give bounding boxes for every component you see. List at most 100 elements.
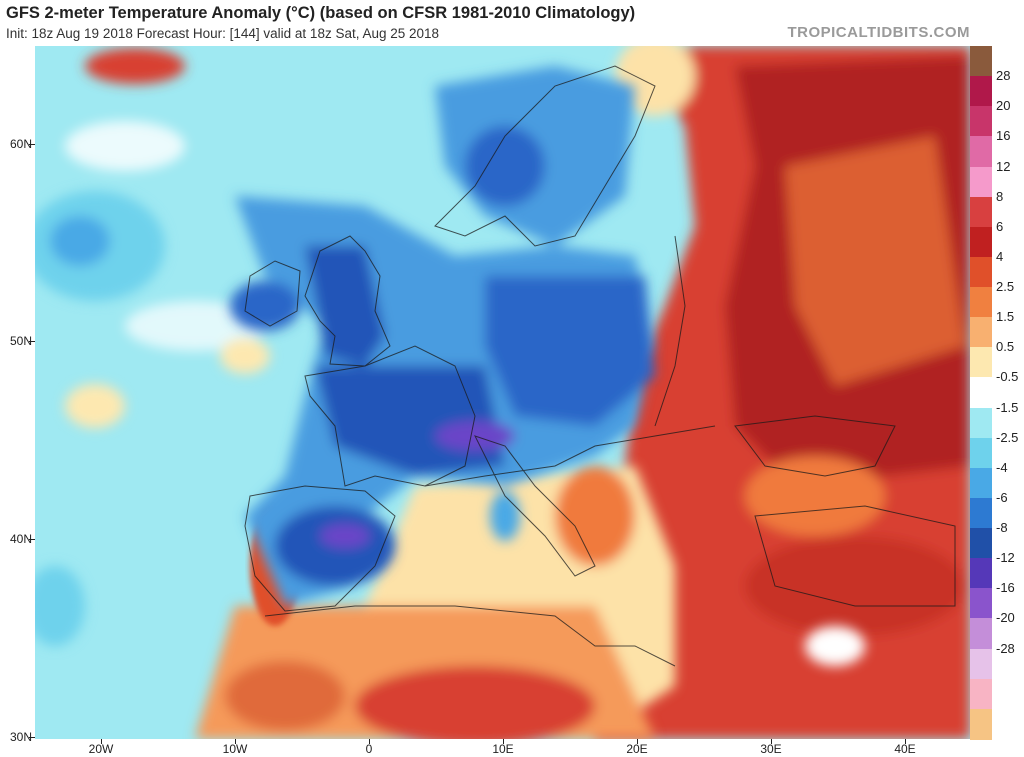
scandinavia-outline [434,65,656,247]
colorbar-label: -6 [996,489,1008,505]
sardinia-cool [490,491,520,541]
colorbar-segment [970,166,992,198]
ireland-outline [244,260,301,327]
colorbar-segment [970,588,992,620]
colorbar-label: 20 [996,98,1011,114]
colorbar-label: 8 [996,188,1004,204]
colorbar-segment [970,106,992,137]
lon-tick [101,739,102,744]
great-britain-outline [304,235,391,367]
colorbar-segment [970,347,992,379]
lon-label-40e: 40E [894,742,916,756]
colorbar-label: 6 [996,218,1004,234]
colorbar-segment [970,708,992,740]
lon-tick [503,739,504,744]
colorbar-segment [970,46,992,77]
colorbar-label: -1.5 [996,399,1019,415]
lat-tick [29,341,35,342]
colorbar-segment [970,528,992,559]
spain-cool-deep [320,524,370,548]
colorbar-label: 1.5 [996,309,1015,325]
colorbar-segment [970,136,992,168]
colorbar-label: 0.5 [996,339,1015,355]
scandinavia-mild [615,46,695,116]
iceland-warm [85,48,185,84]
colorbar-segment [970,76,992,107]
colorbar-label: 16 [996,128,1011,144]
country-borders [244,65,956,667]
colorbar-label: -28 [996,640,1015,656]
colorbar-segment [970,256,992,288]
map-title: GFS 2-meter Temperature Anomaly (°C) (ba… [6,4,636,22]
lon-tick [369,739,370,744]
colorbar-label: 2.5 [996,279,1015,295]
lon-label-30e: 30E [760,742,782,756]
colorbar-label: 12 [996,158,1011,174]
colorbar-label: -4 [996,459,1008,475]
lat-tick [29,539,35,540]
lon-label-20w: 20W [88,742,114,756]
lon-label-10w: 10W [222,742,248,756]
colorbar-segment [970,648,992,680]
atlantic-neutral [125,301,265,351]
lon-label-20e: 20E [626,742,648,756]
colorbar [970,46,992,740]
lon-tick [235,739,236,744]
colorbar-label: 28 [996,68,1011,84]
lon-tick [771,739,772,744]
colorbar-label: 4 [996,248,1004,264]
eastern-border [654,235,686,427]
black-sea-outline [734,415,896,477]
lat-label-30n: 30N [9,730,32,744]
brand-watermark: TROPICALTIDBITS.COM [787,24,970,41]
colorbar-label: -0.5 [996,369,1019,385]
colorbar-segment [970,407,992,439]
map-subtitle: Init: 18z Aug 19 2018 Forecast Hour: [14… [6,26,440,41]
colorbar-segment [970,377,992,409]
colorbar-label: -16 [996,580,1015,596]
iberia-outline [244,485,396,612]
colorbar-segment [970,287,992,318]
italy-outline [474,435,596,577]
colorbar-label: -8 [996,520,1008,536]
atlantic-warm-spot-2 [65,384,125,428]
southern-europe-borders [424,425,716,487]
britain-cool-core [305,246,385,366]
lon-tick [905,739,906,744]
header: GFS 2-meter Temperature Anomaly (°C) (ba… [0,0,1024,46]
colorbar-segment [970,437,992,469]
morocco-warm [225,661,345,731]
colorbar-segment [970,196,992,228]
france-outline [304,345,476,487]
colorbar-label: -12 [996,550,1015,566]
black-sea-warm [745,456,885,536]
atlantic-warm-spot [220,338,270,374]
anomaly-map [35,46,970,739]
turkey-outline [754,505,956,607]
azores-cool [35,566,85,646]
colorbar-segment [970,558,992,589]
colorbar-segment [970,618,992,650]
lat-label-60n: 60N [9,137,32,151]
colorbar-segment [970,497,992,529]
colorbar-segment [970,226,992,258]
colorbar-segment [970,317,992,348]
map-svg [35,46,970,739]
colorbar-segment [970,678,992,710]
colorbar-label: -20 [996,610,1015,626]
north-atlantic-neutral [65,121,185,171]
atlantic-cool-core [50,216,110,266]
russia-warm-light [785,136,965,386]
germany-poland-cool [485,276,655,426]
cyprus-neutral [805,626,865,666]
anatolia-warm [745,536,965,636]
norway-cool-core [465,126,545,206]
lon-label-10e: 10E [492,742,514,756]
lat-tick [29,144,35,145]
colorbar-segment [970,467,992,499]
lat-label-50n: 50N [9,334,32,348]
balkans-warm [555,466,635,566]
colorbar-label: -2.5 [996,429,1019,445]
north-africa-coast [264,605,676,667]
lat-label-40n: 40N [9,532,32,546]
